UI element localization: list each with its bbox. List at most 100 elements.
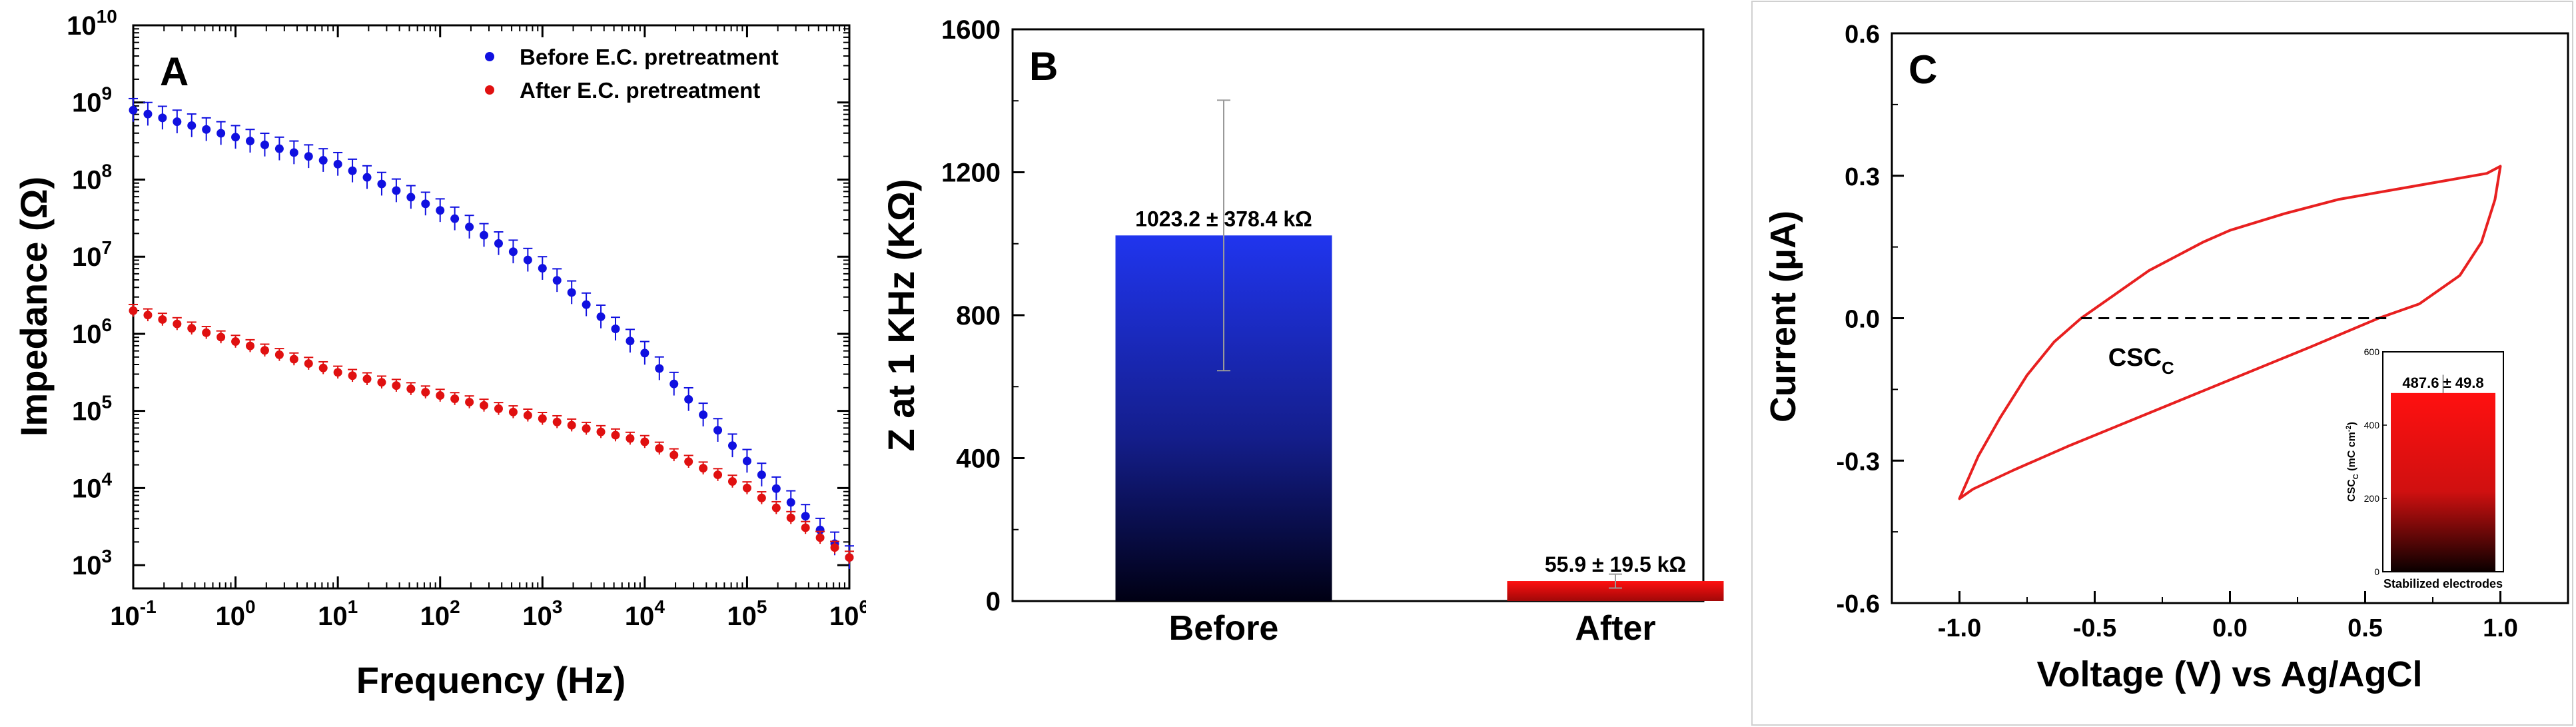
data-point xyxy=(742,483,751,492)
x-axis-label: Voltage (V) vs Ag/AgCl xyxy=(2036,654,2422,694)
data-point xyxy=(480,400,489,410)
data-point xyxy=(274,350,284,359)
panel-label-a: A xyxy=(160,49,189,94)
y-tick-label: 0.0 xyxy=(1845,306,1880,334)
data-point xyxy=(216,129,226,138)
tick-base: 10 xyxy=(72,397,102,426)
x-tick-label: Before xyxy=(1169,609,1279,648)
data-point xyxy=(727,441,737,450)
x-tick-label: 100 xyxy=(216,596,256,631)
tick-base: 10 xyxy=(72,551,102,580)
x-tick-label: 106 xyxy=(829,596,866,631)
tick-base: 10 xyxy=(625,602,655,631)
x-tick-label: 104 xyxy=(625,596,665,631)
data-point xyxy=(304,359,313,368)
tick-exponent: 6 xyxy=(859,596,866,617)
y-tick-label: 1010 xyxy=(67,6,117,41)
legend-marker xyxy=(485,52,494,61)
x-tick-label: After xyxy=(1575,609,1655,648)
tick-exponent: 0 xyxy=(245,596,256,617)
data-point xyxy=(713,426,723,435)
data-point xyxy=(143,109,153,119)
data-point xyxy=(158,315,167,324)
data-label: 55.9 ± 19.5 kΩ xyxy=(1545,552,1686,576)
tick-exponent: 4 xyxy=(101,468,112,489)
y-tick-label: 0.6 xyxy=(1845,21,1880,49)
inset-y-axis-label: CSCC (mC cm-2) xyxy=(2345,422,2360,502)
data-point xyxy=(801,523,810,532)
x-tick-label: 105 xyxy=(727,596,767,631)
y-tick-label: -0.3 xyxy=(1837,448,1880,476)
y-tick-label: 1200 xyxy=(941,159,1001,188)
tick-base: 10 xyxy=(318,602,348,631)
inset-ylabel-unit: (mC cm xyxy=(2346,432,2358,474)
data-point xyxy=(786,498,795,507)
axis-ticks: -1.0 -0.5 0.0 0.5 1.0 -0.6 -0.3 0.0 0.3 0.6 xyxy=(1837,21,2569,642)
data-point xyxy=(582,424,591,433)
plot-frame xyxy=(132,24,851,590)
tick-exponent: 4 xyxy=(654,596,665,617)
data-point xyxy=(187,121,197,130)
data-point xyxy=(304,152,313,161)
data-point xyxy=(392,381,401,390)
inset-bar-chart: 0 200 400 600 487.6 ± 49.8 Stabilized electro… xyxy=(2345,347,2504,590)
data-point xyxy=(742,456,751,466)
tick-exponent: 7 xyxy=(101,237,112,258)
data-point xyxy=(377,179,386,189)
data-point xyxy=(333,368,342,377)
data-point xyxy=(274,144,284,153)
data-point xyxy=(771,503,781,512)
data-point xyxy=(786,513,795,522)
data-point xyxy=(640,349,649,358)
tick-base: 10 xyxy=(72,243,102,272)
y-tick-label: 104 xyxy=(72,468,113,503)
data-point xyxy=(231,133,240,142)
data-point xyxy=(362,173,372,182)
data-point xyxy=(260,346,269,355)
tick-exponent: 6 xyxy=(101,315,112,335)
data-point xyxy=(538,264,547,273)
data-point xyxy=(815,533,825,542)
data-point xyxy=(655,444,664,453)
data-point xyxy=(246,341,255,351)
data-point xyxy=(523,255,532,265)
annotation-main: CSC xyxy=(2108,344,2162,372)
tick-exponent: 3 xyxy=(552,596,563,617)
x-axis-label: Frequency (Hz) xyxy=(356,659,626,701)
tick-base: 10 xyxy=(216,602,246,631)
tick-exponent: -1 xyxy=(140,596,157,617)
inset-y-tick-label: 200 xyxy=(2364,493,2380,504)
data-point xyxy=(406,193,416,202)
cv-curve: CSCC xyxy=(1958,165,2502,500)
tick-base: 10 xyxy=(727,602,757,631)
y-axis-label: Impedance (Ω) xyxy=(13,177,55,436)
data-point xyxy=(216,333,226,342)
data-point xyxy=(552,276,562,285)
data-point xyxy=(450,394,460,403)
tick-base: 10 xyxy=(72,165,102,195)
y-tick-label: 103 xyxy=(72,546,112,580)
data-point xyxy=(684,394,693,404)
data-point xyxy=(202,328,211,337)
data-point xyxy=(158,113,167,123)
tick-exponent: 5 xyxy=(757,596,767,617)
annotation-sub: C xyxy=(2162,358,2174,378)
x-tick-label: 0.0 xyxy=(2212,614,2248,642)
cv-loop xyxy=(1958,165,2502,500)
data-point xyxy=(611,430,620,440)
data-point xyxy=(757,493,766,502)
panel-border xyxy=(1751,1,2573,726)
data-point xyxy=(830,543,839,552)
data-point xyxy=(494,404,503,413)
data-point xyxy=(421,199,430,209)
data-point xyxy=(260,140,269,149)
inset-bar xyxy=(2391,392,2495,572)
axis-ticks: 10-1 100 101 102 103 104 105 106103104105106107… xyxy=(67,6,866,631)
data-point xyxy=(406,384,416,394)
legend-marker xyxy=(485,85,494,95)
tick-exponent: 5 xyxy=(101,392,112,412)
tick-base: 10 xyxy=(72,474,102,503)
data-point xyxy=(669,450,679,460)
legend-label: After E.C. pretreatment xyxy=(520,78,760,103)
y-tick-label: 109 xyxy=(72,83,112,118)
